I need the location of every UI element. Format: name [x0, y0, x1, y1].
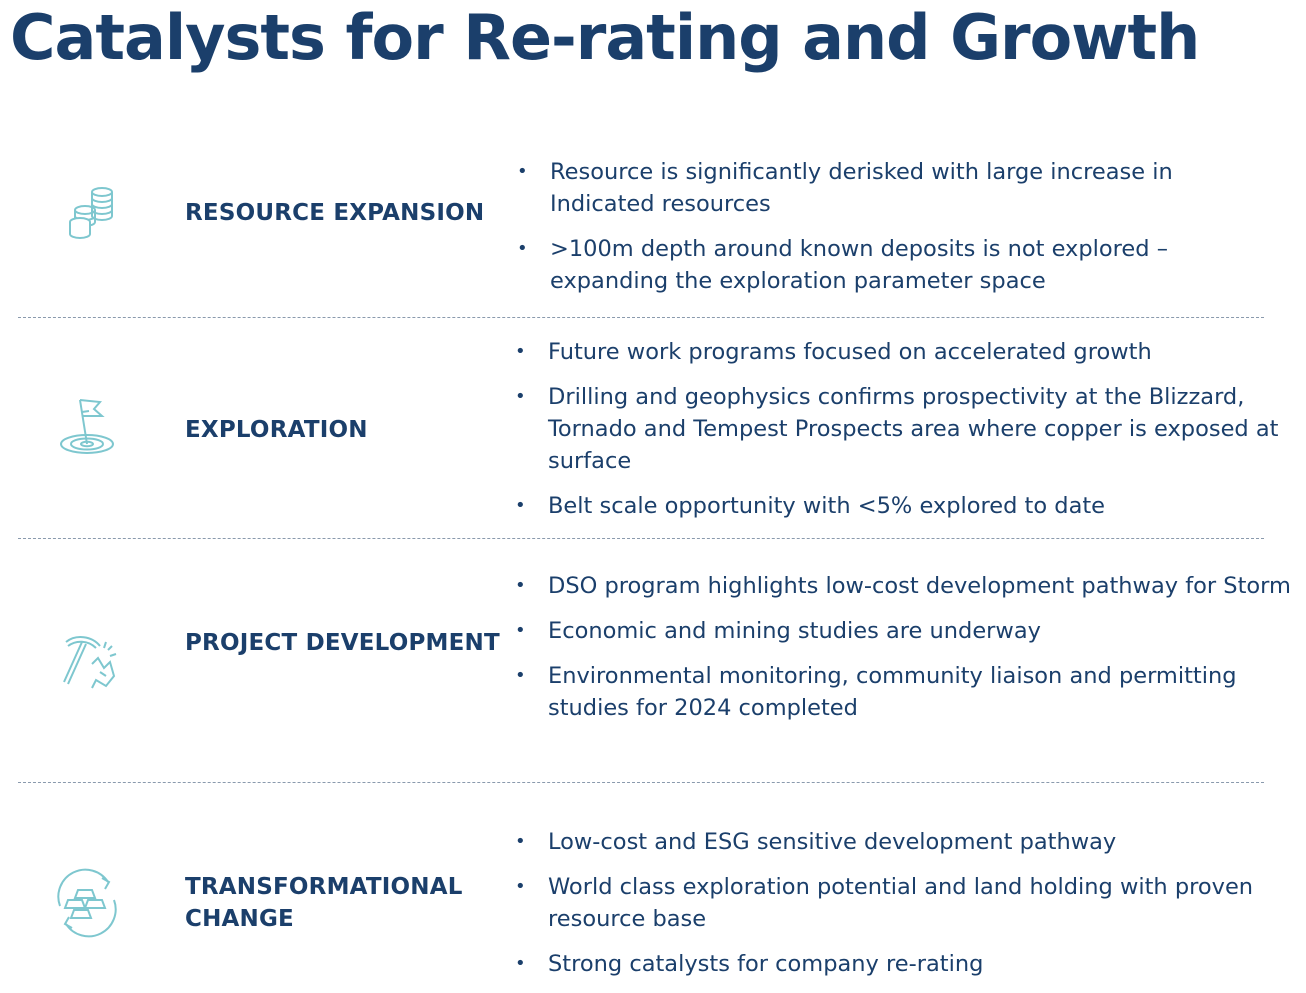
list-item: Strong catalysts for company re-rating [515, 948, 1305, 980]
bullet-list-exploration: Future work programs focused on accelera… [515, 336, 1305, 535]
section-divider [18, 317, 1264, 318]
section-divider [18, 782, 1264, 783]
gold-bars-cycle-icon [52, 868, 122, 938]
list-item: World class exploration potential and la… [515, 871, 1305, 935]
list-item: Environmental monitoring, community liai… [515, 660, 1305, 724]
page-title: Catalysts for Re-rating and Growth [10, 1, 1200, 74]
list-item: Drilling and geophysics confirms prospec… [515, 381, 1305, 477]
flag-target-icon [52, 394, 122, 464]
bullet-list-transformational-change: Low-cost and ESG sensitive development p… [515, 826, 1305, 993]
section-divider [18, 538, 1264, 539]
list-item: >100m depth around known deposits is not… [517, 233, 1237, 297]
list-item: Future work programs focused on accelera… [515, 336, 1305, 368]
list-item: Low-cost and ESG sensitive development p… [515, 826, 1305, 858]
list-item: DSO program highlights low-cost developm… [515, 570, 1305, 602]
list-item: Belt scale opportunity with <5% explored… [515, 490, 1305, 522]
coins-stack-icon [52, 178, 122, 248]
list-item: Economic and mining studies are underway [515, 615, 1305, 647]
row-label-transformational-change: TRANSFORMATIONAL CHANGE [185, 874, 463, 932]
bullet-list-resource-expansion: Resource is significantly derisked with … [517, 156, 1237, 310]
pickaxe-icon [52, 628, 122, 698]
row-label-exploration: EXPLORATION [185, 417, 368, 443]
row-label-resource-expansion: RESOURCE EXPANSION [185, 200, 485, 226]
row-label-project-development: PROJECT DEVELOPMENT [185, 630, 500, 656]
list-item: Resource is significantly derisked with … [517, 156, 1237, 220]
bullet-list-project-development: DSO program highlights low-cost developm… [515, 570, 1305, 737]
